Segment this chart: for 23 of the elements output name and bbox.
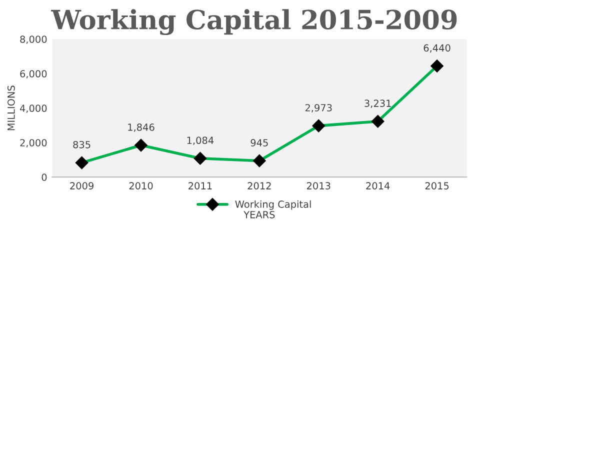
x-tick-label: 2014: [366, 182, 390, 190]
data-label: 3,231: [364, 100, 391, 108]
y-tick-label: 0: [42, 174, 47, 181]
x-tick-label: 2010: [129, 182, 153, 190]
x-tick-label: 2015: [425, 182, 449, 190]
y-tick-label: 6,000: [20, 70, 47, 78]
data-label: 1,846: [128, 124, 154, 132]
data-label: 945: [250, 139, 268, 146]
y-tick-label: 2,000: [20, 139, 47, 148]
chart-title: Working Capital 2015-2009: [51, 9, 457, 36]
x-tick-label: 2009: [70, 182, 94, 190]
x-tick-label: 2011: [188, 182, 212, 190]
data-label: 2,973: [305, 104, 332, 112]
y-axis-title: MILLIONS: [7, 86, 15, 130]
y-tick-label: 4,000: [20, 104, 47, 113]
y-tick-label: 8,000: [20, 36, 47, 44]
legend-label: Working Capital: [235, 200, 311, 210]
data-label: 835: [73, 140, 90, 148]
x-tick-label: 2013: [306, 182, 330, 190]
data-label: 6,440: [424, 44, 450, 53]
x-axis-title: YEARS: [244, 210, 275, 218]
data-label: 1,084: [187, 136, 214, 146]
x-tick-label: 2012: [248, 182, 271, 190]
